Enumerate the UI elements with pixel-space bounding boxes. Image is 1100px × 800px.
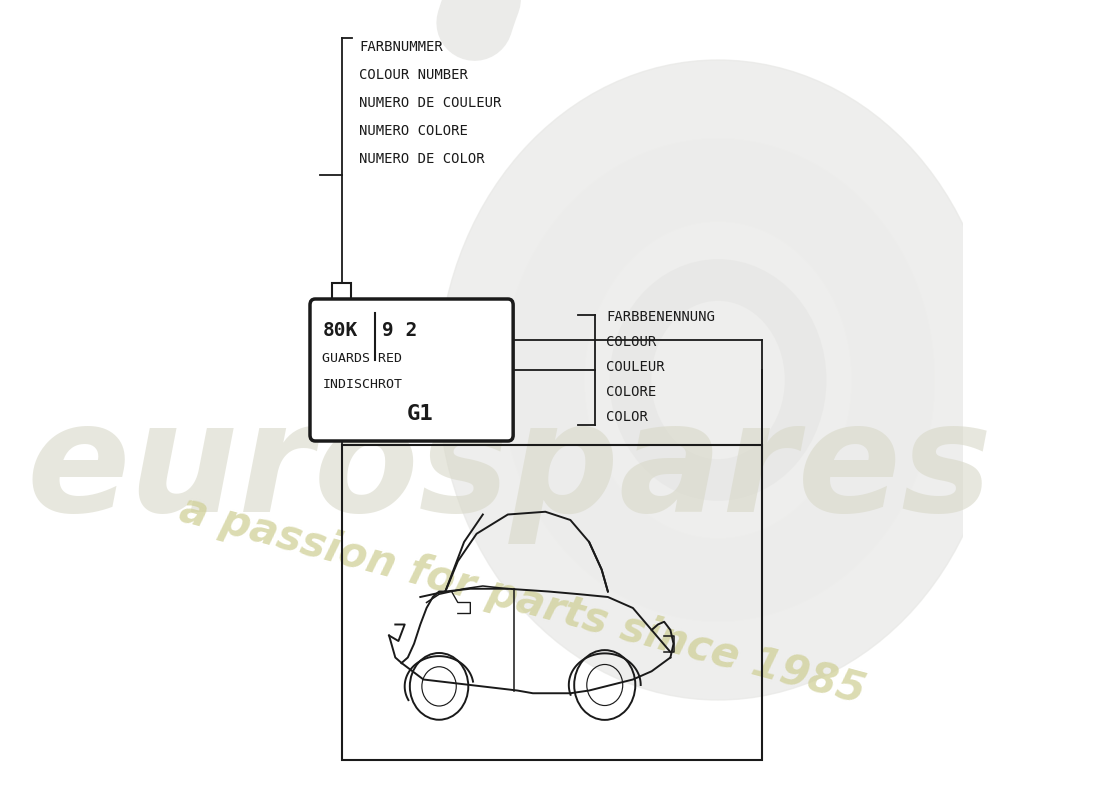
- Text: 9 2: 9 2: [382, 321, 417, 339]
- Text: NUMERO COLORE: NUMERO COLORE: [359, 124, 468, 138]
- Text: a passion for parts since 1985: a passion for parts since 1985: [175, 488, 870, 712]
- Text: COLOUR: COLOUR: [606, 335, 657, 349]
- FancyBboxPatch shape: [310, 299, 513, 441]
- Text: COLOUR NUMBER: COLOUR NUMBER: [359, 68, 468, 82]
- Text: FARBBENENNUNG: FARBBENENNUNG: [606, 310, 715, 324]
- Text: COLOR: COLOR: [606, 410, 648, 424]
- Text: NUMERO DE COLOR: NUMERO DE COLOR: [359, 152, 485, 166]
- Text: NUMERO DE COULEUR: NUMERO DE COULEUR: [359, 96, 502, 110]
- Text: G1: G1: [407, 404, 433, 424]
- Text: COLORE: COLORE: [606, 385, 657, 399]
- Text: GUARDS RED: GUARDS RED: [322, 351, 403, 365]
- Text: INDISCHROT: INDISCHROT: [322, 378, 403, 390]
- Bar: [332, 283, 351, 305]
- Bar: [341, 445, 762, 760]
- Text: 80K: 80K: [322, 321, 358, 339]
- Text: COULEUR: COULEUR: [606, 360, 664, 374]
- Text: FARBNUMMER: FARBNUMMER: [359, 40, 443, 54]
- Text: eurospares: eurospares: [26, 395, 992, 545]
- Circle shape: [438, 60, 999, 700]
